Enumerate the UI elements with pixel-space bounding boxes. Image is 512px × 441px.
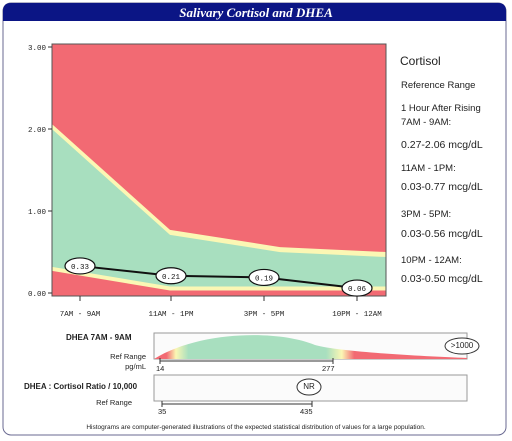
ratio-range-high: 435 — [300, 407, 313, 416]
data-label: 0.06 — [348, 286, 367, 294]
y-tick-label: 1.00 — [28, 209, 47, 217]
cortisol-line — [79, 264, 358, 290]
x-tick-label: 11AM - 1PM — [148, 311, 194, 319]
data-label: 0.21 — [162, 274, 181, 282]
sidebar-title: Cortisol — [400, 54, 441, 68]
x-tick-label: 3PM - 5PM — [244, 311, 285, 319]
ratio-result: NR — [303, 382, 315, 391]
dhea-result: >1000 — [450, 341, 474, 350]
sidebar-range-time: 3PM - 5PM: — [401, 209, 452, 220]
sidebar-range-value: 0.27-2.06 mcg/dL — [401, 139, 483, 151]
sidebar-note: 1 Hour After Rising — [401, 103, 481, 114]
reference-band — [52, 124, 386, 291]
sidebar-range-time: 7AM - 9AM: — [401, 117, 452, 128]
y-tick-label: 0.00 — [28, 291, 47, 299]
ratio-histogram — [153, 374, 468, 407]
ratio-range-low: 35 — [158, 407, 167, 416]
sidebar-range-value: 0.03-0.77 mcg/dL — [401, 181, 483, 193]
y-tick-label: 3.00 — [28, 45, 47, 53]
dhea-result-marker — [444, 337, 480, 355]
sidebar-range-time: 11AM - 1PM: — [401, 163, 456, 174]
plot-area: 0.00 1.00 2.00 3.00 7AM - 9AM 11AM - 1PM 3PM -… — [28, 43, 387, 319]
footnote: Histograms are computer-generated illust… — [86, 424, 426, 431]
reference-band-fill — [52, 129, 386, 287]
dhea-ref-label: Ref Range — [110, 352, 146, 361]
report-title: Salivary Cortisol and DHEA — [179, 5, 333, 20]
dhea-range-low: 14 — [156, 364, 165, 373]
sidebar-range-value: 0.03-0.56 mcg/dL — [401, 228, 483, 240]
x-tick-label: 7AM - 9AM — [60, 311, 101, 319]
sidebar-ref-label: Reference Range — [401, 80, 476, 91]
header-bar — [3, 3, 506, 21]
ratio-ref-label: Ref Range — [96, 398, 132, 407]
y-tick-label: 2.00 — [28, 127, 47, 135]
dhea-unit: pg/mL — [125, 362, 146, 371]
plot-frame — [51, 43, 387, 297]
cortisol-series: 0.33 0.21 0.19 0.06 — [64, 257, 373, 297]
data-point — [64, 257, 96, 275]
x-tick-label: 10PM - 12AM — [332, 311, 382, 319]
dhea-histogram — [153, 332, 480, 364]
axes: 0.00 1.00 2.00 3.00 7AM - 9AM 11AM - 1PM 3PM -… — [28, 45, 382, 319]
dhea-label: DHEA 7AM - 9AM — [66, 333, 132, 342]
data-point — [341, 279, 373, 297]
data-point — [155, 267, 187, 285]
sidebar-range-time: 10PM - 12AM: — [401, 255, 462, 266]
dhea-range-high: 277 — [322, 364, 335, 373]
ratio-result-marker — [296, 378, 322, 396]
ratio-label: DHEA : Cortisol Ratio / 10,000 — [24, 382, 138, 391]
data-point — [248, 268, 280, 287]
data-label: 0.19 — [255, 275, 273, 283]
data-label: 0.33 — [71, 264, 90, 272]
dhea-distribution — [154, 335, 467, 359]
sidebar-range-value: 0.03-0.50 mcg/dL — [401, 273, 483, 285]
